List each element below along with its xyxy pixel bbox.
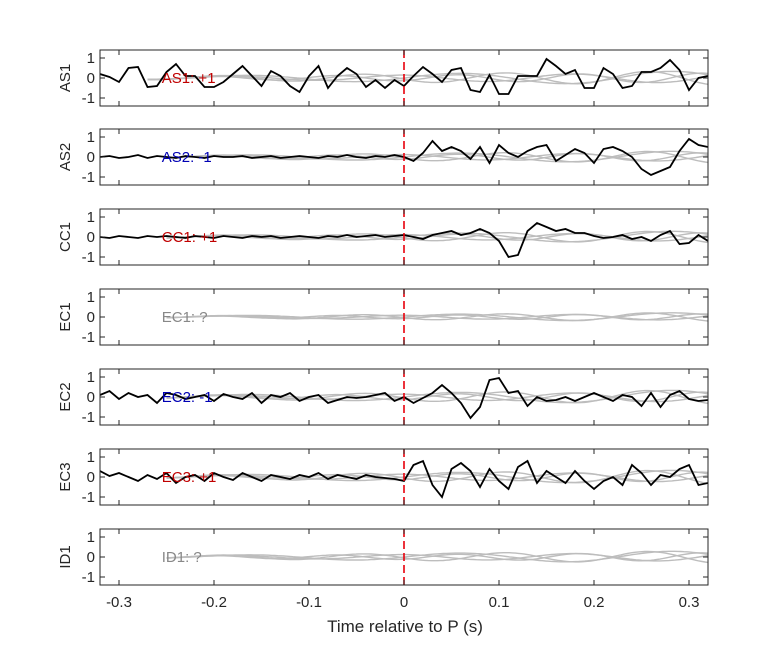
y-tick-label: -1 — [82, 169, 95, 186]
y-tick-label: 0 — [87, 149, 95, 166]
synthetic-wave — [166, 232, 708, 242]
polarity-label-as2: AS2: -1 — [162, 149, 212, 166]
synthetic-wave — [166, 469, 708, 484]
polarity-label-ec2: EC2: -1 — [162, 389, 213, 406]
polarity-label-ec1: EC1: ? — [162, 309, 208, 326]
y-tick-label: 1 — [87, 529, 95, 546]
x-axis-ticks: -0.3 -0.2 -0.1 0 0.1 0.2 0.3 — [106, 594, 699, 611]
y-tick-label: 0 — [87, 229, 95, 246]
panel-ec3: 1 0 -1 EC3 EC3: +1 — [57, 448, 709, 506]
station-name-label: EC3 — [57, 462, 74, 491]
polarity-label-ec3: EC3: +1 — [162, 469, 217, 486]
x-tick-label: -0.2 — [201, 594, 227, 611]
panel-cc1: 1 0 -1 CC1 CC1: +1 — [57, 208, 709, 266]
polarity-label-id1: ID1: ? — [162, 549, 202, 566]
y-tick-label: -1 — [82, 249, 95, 266]
station-name-label: CC1 — [57, 222, 74, 252]
synthetic-wave — [166, 550, 708, 564]
x-tick-label: -0.1 — [296, 594, 322, 611]
synthetic-wave — [166, 313, 708, 321]
panel-ec2: 1 0 -1 EC2 EC2: -1 — [57, 368, 709, 426]
polarity-label-as1: AS1: +1 — [162, 70, 216, 87]
y-tick-label: 1 — [87, 129, 95, 146]
y-tick-label: -1 — [82, 569, 95, 586]
station-name-label: ID1 — [57, 545, 74, 568]
y-tick-label: 0 — [87, 389, 95, 406]
synthetic-wave — [147, 72, 708, 84]
synthetic-traces — [166, 312, 708, 322]
x-tick-label: 0.1 — [489, 594, 510, 611]
y-tick-label: 0 — [87, 309, 95, 326]
y-tick-label: 1 — [87, 369, 95, 386]
x-tick-label: 0.3 — [679, 594, 700, 611]
synthetic-wave — [166, 472, 708, 483]
x-tick-label: -0.3 — [106, 594, 132, 611]
station-name-label: EC2 — [57, 382, 74, 411]
station-name-label: EC1 — [57, 302, 74, 331]
synthetic-traces — [166, 550, 708, 564]
y-tick-label: -1 — [82, 489, 95, 506]
y-tick-label: 1 — [87, 289, 95, 306]
panel-as2: 1 0 -1 AS2 AS2: -1 — [57, 128, 709, 186]
panels: 1 0 -1 AS1 AS1: +1 1 0 -1 AS2 AS2: -1 1 0 -1 CC1 CC1: … — [57, 49, 709, 586]
panel-id1: 1 0 -1 ID1 ID1: ? — [57, 528, 709, 586]
y-tick-label: -1 — [82, 90, 95, 107]
panel-as1: 1 0 -1 AS1 AS1: +1 — [57, 49, 709, 107]
station-name-label: AS1 — [57, 64, 74, 92]
y-tick-label: -1 — [82, 409, 95, 426]
x-tick-label: 0.2 — [584, 594, 605, 611]
y-tick-label: 0 — [87, 70, 95, 87]
station-name-label: AS2 — [57, 143, 74, 171]
y-tick-label: 1 — [87, 50, 95, 67]
y-tick-label: 0 — [87, 469, 95, 486]
y-tick-label: -1 — [82, 329, 95, 346]
y-tick-label: 1 — [87, 449, 95, 466]
panel-ec1: 1 0 -1 EC1 EC1: ? — [57, 288, 709, 346]
y-tick-label: 0 — [87, 549, 95, 566]
y-tick-label: 1 — [87, 209, 95, 226]
polarity-label-cc1: CC1: +1 — [162, 229, 217, 246]
x-axis-label: Time relative to P (s) — [327, 617, 483, 636]
synthetic-wave — [166, 552, 708, 562]
x-tick-label: 0 — [400, 594, 408, 611]
